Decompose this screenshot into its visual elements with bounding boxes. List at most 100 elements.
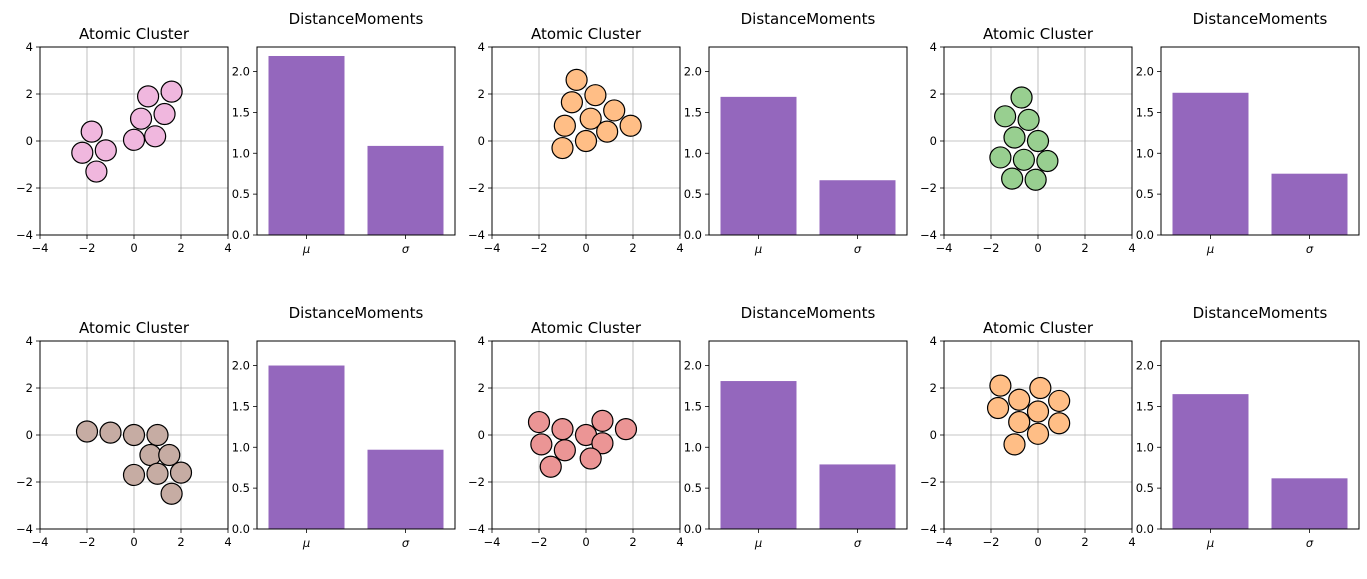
atom-marker: [551, 418, 574, 441]
plot-title: Atomic Cluster: [79, 25, 190, 43]
x-tick-label: 0: [1034, 241, 1041, 255]
atom-marker: [122, 128, 146, 151]
bar: [367, 145, 444, 235]
atom-marker: [553, 439, 576, 462]
y-tick-label: 1.0: [1136, 440, 1154, 454]
atom-marker: [1048, 412, 1071, 435]
atom-marker: [146, 423, 169, 447]
y-tick-label: −2: [920, 181, 937, 195]
plot-frame: [1160, 46, 1360, 236]
atom-marker: [1026, 422, 1050, 445]
atom-marker: [1008, 410, 1031, 434]
x-tick-label: 4: [1128, 241, 1135, 255]
bar: [268, 365, 345, 529]
atom-marker: [144, 125, 167, 148]
bar: [367, 449, 444, 529]
x-tick-label: 0: [582, 241, 589, 255]
x-tick-label: −4: [32, 535, 49, 549]
y-tick-label: −4: [16, 522, 33, 536]
y-tick-label: 1.5: [684, 105, 702, 119]
plot-frame: [256, 46, 456, 236]
atom-marker: [989, 374, 1012, 397]
x-tick-label: −4: [32, 241, 49, 255]
atom-marker: [560, 91, 584, 114]
y-tick-label: 0.0: [232, 522, 250, 536]
atom-marker: [619, 114, 642, 137]
y-tick-label: 4: [478, 334, 485, 348]
plot-title: DistanceMoments: [741, 10, 876, 28]
x-tick-label: −2: [531, 241, 548, 255]
atom-marker: [1026, 129, 1050, 153]
y-tick-label: 0: [26, 134, 33, 148]
atom-marker: [530, 433, 553, 456]
y-tick-label: 0.5: [684, 187, 702, 201]
y-tick-label: 2.0: [232, 359, 250, 373]
y-tick-label: 0.0: [1136, 228, 1154, 242]
x-tick-label: −2: [983, 241, 1000, 255]
atom-marker: [565, 68, 588, 92]
atom-marker: [603, 99, 626, 122]
cluster-plot-2: −4 −2 0 2 4 −4 −2 0 2 4 Atomic Cluster: [468, 25, 684, 255]
atom-marker: [574, 129, 598, 153]
category-label: σ: [854, 536, 862, 550]
plot-title: DistanceMoments: [1193, 10, 1328, 28]
y-tick-label: 1.5: [232, 105, 250, 119]
x-tick-label: 4: [1128, 535, 1135, 549]
y-tick-label: 0: [930, 134, 937, 148]
y-tick-label: 0.0: [232, 228, 250, 242]
x-tick-label: −2: [531, 535, 548, 549]
atom-marker: [122, 423, 146, 447]
atom-marker: [989, 146, 1012, 169]
atom-marker: [539, 455, 562, 478]
atom-marker: [129, 107, 153, 130]
x-tick-label: 2: [1081, 535, 1088, 549]
x-tick-label: −4: [936, 535, 953, 549]
atom-marker: [158, 443, 181, 467]
y-tick-label: 1.5: [232, 399, 250, 413]
atom-marker: [122, 463, 146, 487]
atom-marker: [1029, 376, 1052, 400]
y-tick-label: 0.0: [1136, 522, 1154, 536]
y-tick-label: 1.0: [1136, 146, 1154, 160]
atom-marker: [146, 462, 169, 485]
y-tick-label: −2: [16, 475, 33, 489]
plot-title: DistanceMoments: [289, 10, 424, 28]
y-tick-label: 0.0: [684, 522, 702, 536]
y-tick-label: −4: [920, 522, 937, 536]
y-tick-label: 2.0: [684, 359, 702, 373]
y-tick-label: −4: [920, 228, 937, 242]
moments-plot-1: 0.0 0.5 1.0 1.5 2.0 μ σ DistanceMoments: [232, 10, 456, 256]
y-tick-label: −2: [920, 475, 937, 489]
atom-marker: [527, 410, 551, 434]
atom-marker: [85, 160, 108, 183]
x-tick-label: 4: [676, 535, 683, 549]
y-tick-label: 4: [930, 334, 937, 348]
y-tick-label: −4: [468, 228, 485, 242]
x-tick-label: 0: [130, 535, 137, 549]
moments-plot-11: 0.0 0.5 1.0 1.5 2.0 μ σ DistanceMoments: [1136, 304, 1360, 550]
atom-marker: [1026, 400, 1050, 423]
atom-marker: [160, 80, 183, 103]
y-tick-label: 0: [26, 428, 33, 442]
y-tick-label: 4: [930, 40, 937, 54]
x-tick-label: 2: [1081, 241, 1088, 255]
category-label: μ: [302, 242, 310, 256]
atom-marker: [614, 418, 638, 441]
cluster-plot-8: −4 −2 0 2 4 −4 −2 0 2 4 Atomic Cluster: [468, 319, 684, 549]
x-tick-label: −4: [484, 241, 501, 255]
atom-marker: [584, 84, 607, 107]
plot-title: DistanceMoments: [1193, 304, 1328, 322]
cluster-plot-10: −4 −2 0 2 4 −4 −2 0 2 4 Atomic Cluster: [920, 319, 1136, 549]
x-tick-label: 2: [629, 535, 636, 549]
x-tick-label: −4: [936, 241, 953, 255]
plot-title: Atomic Cluster: [79, 319, 190, 337]
bar: [819, 180, 896, 235]
y-tick-label: 4: [478, 40, 485, 54]
plot-frame: [491, 46, 681, 236]
plot-title: DistanceMoments: [289, 304, 424, 322]
x-tick-label: 4: [224, 241, 231, 255]
atom-marker: [80, 120, 103, 143]
plot-title: Atomic Cluster: [983, 319, 1094, 337]
y-tick-label: 2.0: [232, 65, 250, 79]
